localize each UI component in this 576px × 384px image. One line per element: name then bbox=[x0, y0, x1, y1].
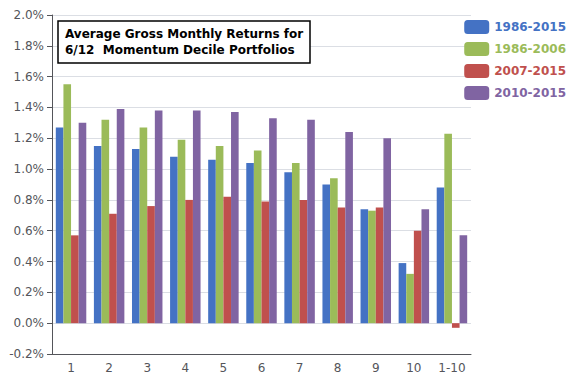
svg-text:0.0%: 0.0% bbox=[14, 316, 45, 330]
svg-text:6/12 Momentum Decile Portfoli: 6/12 Momentum Decile Portfolios bbox=[65, 43, 295, 57]
svg-text:4: 4 bbox=[181, 361, 189, 375]
svg-text:Average Gross Monthly Returns: Average Gross Monthly Returns for bbox=[65, 27, 303, 41]
svg-text:1: 1 bbox=[67, 361, 75, 375]
svg-text:9: 9 bbox=[372, 361, 380, 375]
svg-text:0.6%: 0.6% bbox=[14, 224, 45, 238]
svg-text:1-10: 1-10 bbox=[438, 361, 465, 375]
svg-text:2: 2 bbox=[105, 361, 113, 375]
svg-text:1986-2006: 1986-2006 bbox=[494, 42, 566, 56]
svg-text:6: 6 bbox=[258, 361, 266, 375]
svg-text:0.8%: 0.8% bbox=[14, 193, 45, 207]
svg-text:7: 7 bbox=[296, 361, 304, 375]
svg-text:0.4%: 0.4% bbox=[14, 255, 45, 269]
svg-text:-0.2%: -0.2% bbox=[9, 347, 44, 361]
svg-text:3: 3 bbox=[143, 361, 151, 375]
svg-text:2.0%: 2.0% bbox=[14, 8, 45, 22]
svg-text:2010-2015: 2010-2015 bbox=[494, 86, 566, 100]
svg-text:1.0%: 1.0% bbox=[14, 162, 45, 176]
svg-text:1.8%: 1.8% bbox=[14, 39, 45, 53]
svg-text:8: 8 bbox=[334, 361, 342, 375]
svg-text:10: 10 bbox=[406, 361, 421, 375]
svg-text:2007-2015: 2007-2015 bbox=[494, 64, 566, 78]
svg-text:0.2%: 0.2% bbox=[14, 285, 45, 299]
svg-text:1986-2015: 1986-2015 bbox=[494, 20, 566, 34]
svg-text:1.2%: 1.2% bbox=[14, 131, 45, 145]
svg-text:5: 5 bbox=[220, 361, 228, 375]
svg-text:1.6%: 1.6% bbox=[14, 70, 45, 84]
svg-text:1.4%: 1.4% bbox=[14, 100, 45, 114]
